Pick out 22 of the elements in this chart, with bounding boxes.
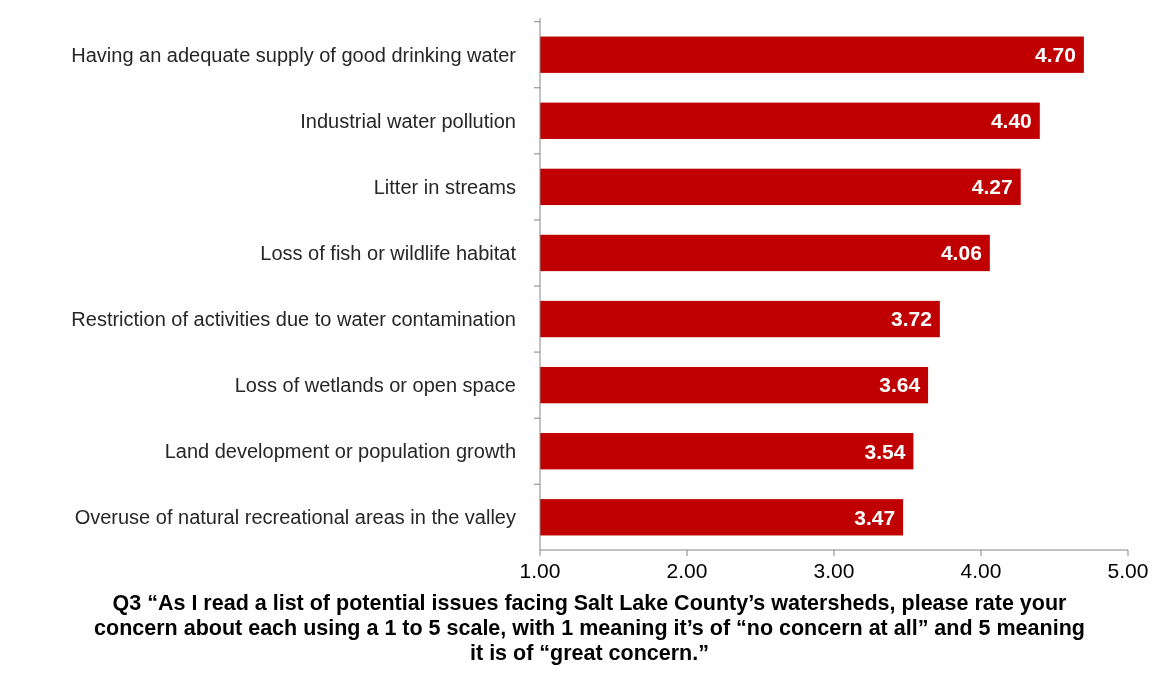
data-label: 3.47	[854, 505, 896, 529]
x-tick-label: 3.00	[813, 559, 855, 582]
data-label: 4.40	[990, 109, 1032, 133]
data-label: 4.06	[940, 241, 982, 265]
y-tick-label: Restriction of activities due to water contamination	[71, 308, 516, 331]
y-tick-label: Loss of wetlands or open space	[234, 374, 516, 397]
y-tick-label: Overuse of natural recreational areas in the valley	[74, 506, 516, 529]
data-label: 3.54	[864, 439, 906, 463]
y-tick-label: Having an adequate supply of good drinking water	[71, 43, 517, 66]
x-axis-title: Q3 “As I read a list of potential issues facing Salt Lake County’s watersheds, please rate your concern about each using a 1 to 5 scale, with 1 meaning it’s of “no concern at all” and 5 meaning it is of “great concern.”	[94, 591, 1085, 665]
y-tick-label: Land development or population growth	[164, 440, 516, 463]
data-label: 4.27	[971, 175, 1013, 199]
x-tick-label: 4.00	[960, 559, 1002, 582]
data-label: 3.64	[879, 373, 921, 397]
y-tick-label: Industrial water pollution	[300, 109, 516, 132]
data-label: 3.72	[890, 307, 932, 331]
x-tick-label: 5.00	[1107, 559, 1149, 582]
y-tick-label: Loss of fish or wildlife habitat	[260, 241, 517, 264]
y-tick-label: Litter in streams	[373, 175, 516, 198]
x-tick-label: 2.00	[666, 559, 708, 582]
x-tick-label: 1.00	[519, 559, 561, 582]
data-label: 4.70	[1035, 43, 1076, 67]
